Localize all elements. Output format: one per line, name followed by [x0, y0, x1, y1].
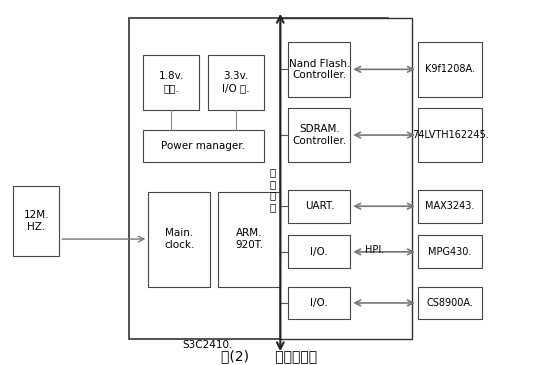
Text: 内
部
总
线: 内 部 总 线 — [269, 168, 275, 212]
Bar — [148, 192, 210, 287]
Bar — [418, 235, 482, 268]
Text: S3C2410.: S3C2410. — [182, 340, 233, 350]
Text: UART.: UART. — [305, 201, 334, 211]
Bar — [288, 108, 350, 162]
Bar — [288, 190, 350, 223]
Text: 74LVTH162245.: 74LVTH162245. — [412, 130, 488, 140]
Bar — [280, 18, 412, 339]
Text: HPI.: HPI. — [365, 245, 384, 255]
Bar — [143, 55, 199, 110]
Bar — [129, 18, 388, 339]
Text: 图(2)      控制原理图: 图(2) 控制原理图 — [222, 349, 317, 363]
Text: Power manager.: Power manager. — [162, 141, 245, 151]
Bar — [143, 130, 264, 162]
Bar — [418, 287, 482, 319]
Text: 3.3v.
I/O 口.: 3.3v. I/O 口. — [222, 71, 250, 93]
Bar — [418, 42, 482, 97]
Text: Main.
clock.: Main. clock. — [164, 228, 195, 250]
Text: Nand Flash.
Controller.: Nand Flash. Controller. — [289, 58, 350, 80]
Bar — [418, 108, 482, 162]
Text: MPG430.: MPG430. — [429, 247, 472, 257]
Text: K9f1208A.: K9f1208A. — [425, 64, 475, 74]
Bar — [418, 190, 482, 223]
Bar — [288, 42, 350, 97]
Bar — [218, 192, 280, 287]
Text: I/O.: I/O. — [310, 247, 328, 257]
Text: CS8900A.: CS8900A. — [427, 298, 473, 308]
Text: I/O.: I/O. — [310, 298, 328, 308]
Text: SDRAM.
Controller.: SDRAM. Controller. — [292, 124, 347, 146]
Bar — [288, 235, 350, 268]
Text: 12M.
HZ.: 12M. HZ. — [24, 210, 49, 232]
Text: MAX3243.: MAX3243. — [425, 201, 475, 211]
Bar — [288, 287, 350, 319]
Bar — [13, 186, 59, 256]
Bar — [208, 55, 264, 110]
Text: ARM.
920T.: ARM. 920T. — [235, 228, 264, 250]
Text: 1.8v.
内核.: 1.8v. 内核. — [158, 71, 184, 93]
